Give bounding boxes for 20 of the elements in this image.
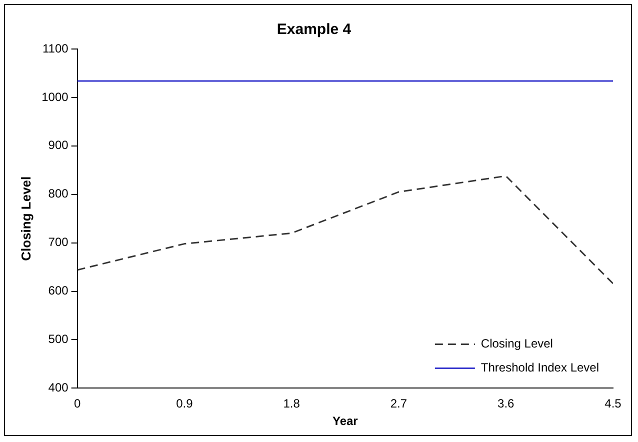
x-tick-label: 0.9 xyxy=(176,396,194,411)
chart-title: Example 4 xyxy=(276,21,352,38)
legend-label: Threshold Index Level xyxy=(480,360,600,375)
y-tick-label: 1000 xyxy=(42,90,69,104)
x-tick-label: 3.6 xyxy=(498,396,515,411)
y-tick-label: 600 xyxy=(48,284,69,298)
legend-label: Closing Level xyxy=(480,336,553,351)
y-tick-label: 700 xyxy=(48,235,69,250)
y-tick-label: 900 xyxy=(48,138,69,152)
y-tick-label: 1100 xyxy=(42,41,69,56)
x-axis-title: Year xyxy=(332,414,358,428)
line-series xyxy=(77,175,613,284)
x-tick-label: 0 xyxy=(74,396,81,411)
y-tick-label: 400 xyxy=(48,380,69,395)
x-tick-label: 4.5 xyxy=(604,396,622,411)
y-tick-label: 800 xyxy=(48,186,69,201)
x-tick-label: 2.7 xyxy=(390,396,408,411)
y-axis-title: Closing Level xyxy=(18,176,34,261)
y-tick-label: 500 xyxy=(48,332,69,346)
x-tick-label: 1.8 xyxy=(283,396,300,411)
